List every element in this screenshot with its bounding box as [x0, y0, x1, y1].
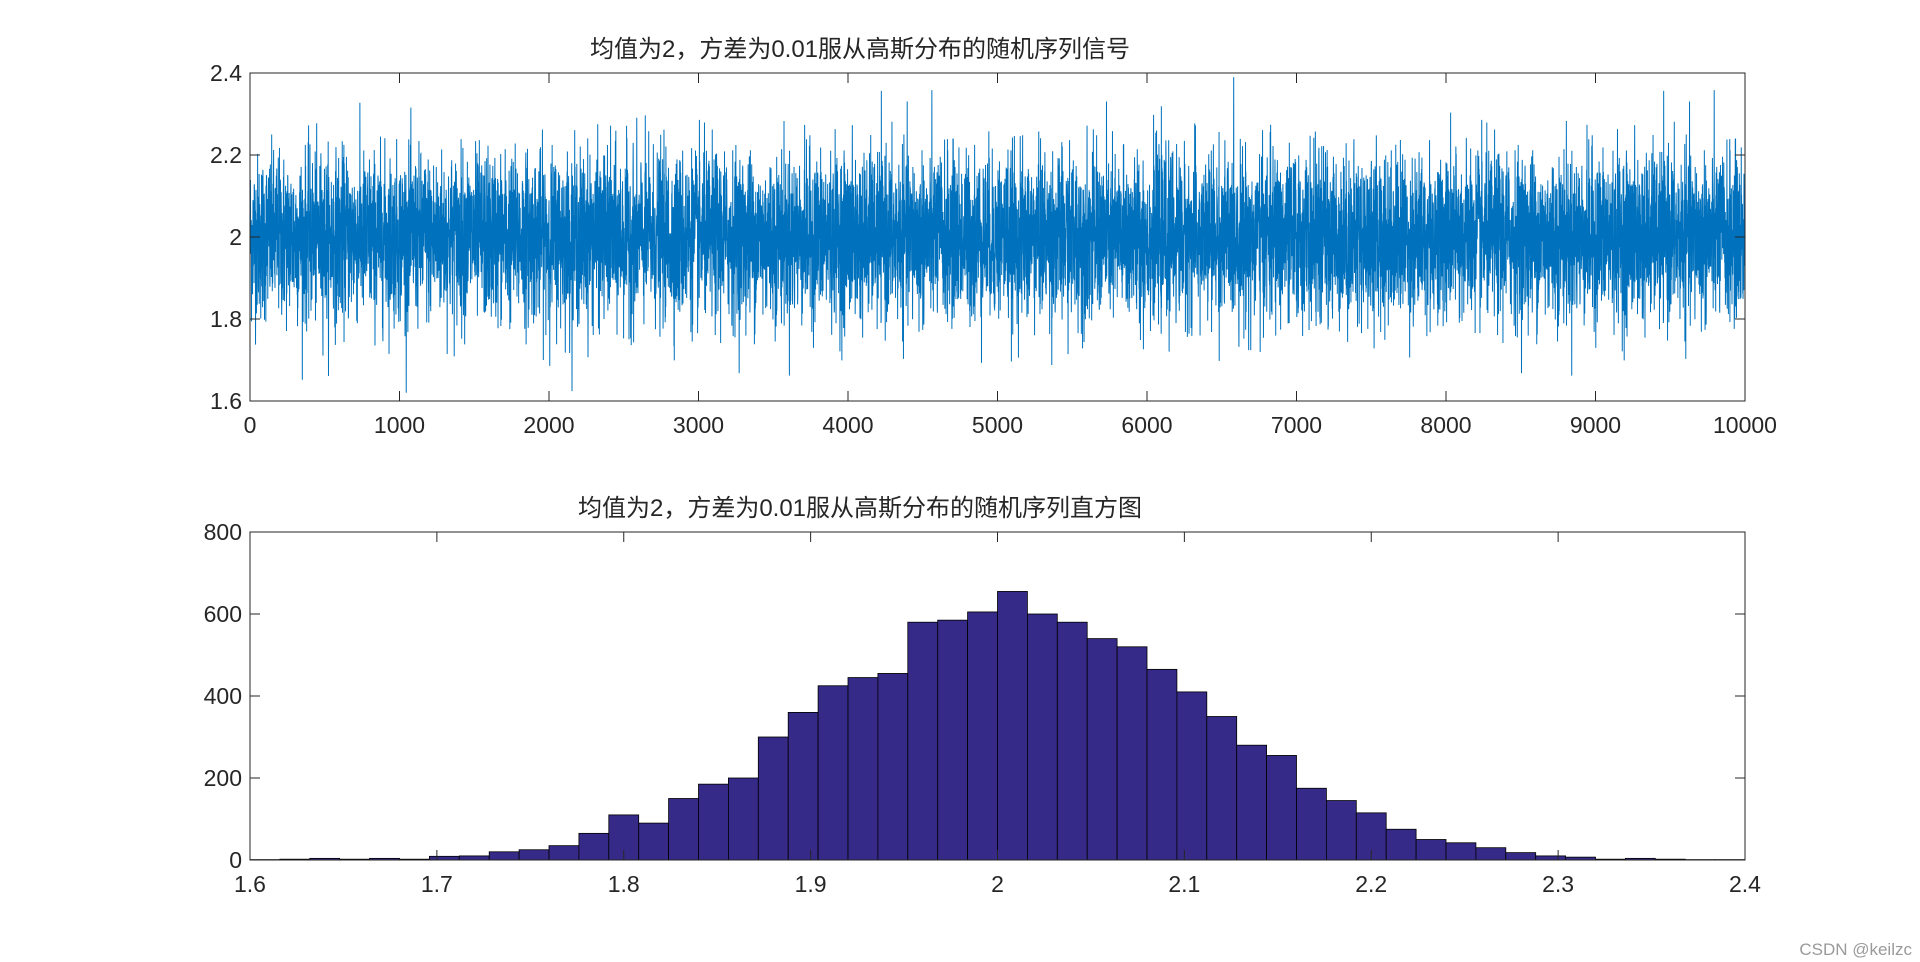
histogram-bar — [728, 777, 759, 861]
x-tick-label: 2.3 — [1542, 871, 1574, 897]
histogram-bar — [997, 591, 1028, 861]
y-tick-label: 600 — [204, 601, 242, 627]
histogram-bar — [458, 855, 490, 861]
x-tick-label: 7000 — [1271, 412, 1322, 438]
histogram-bar — [967, 611, 998, 861]
histogram-bar — [1535, 855, 1566, 861]
y-tick-label: 2.2 — [210, 142, 242, 168]
histogram-bar — [1146, 668, 1178, 861]
histogram-bar — [907, 621, 939, 861]
histogram-bar — [877, 673, 909, 861]
x-tick-label: 2.4 — [1729, 871, 1761, 897]
histogram-bar — [1326, 800, 1357, 861]
y-tick-label: 800 — [204, 519, 242, 545]
histogram-bar — [578, 832, 610, 861]
histogram-bars — [249, 591, 1746, 861]
x-tick-label: 1.7 — [421, 871, 453, 897]
histogram-bar — [1505, 852, 1537, 861]
histogram-plot: 均值为2，方差为0.01服从高斯分布的随机序列直方图 1.6 1.7 1.8 1.9 2… — [204, 495, 1762, 897]
y-tick-label: 1.8 — [210, 306, 242, 332]
histogram-bar — [757, 736, 789, 861]
x-tick-label: 10000 — [1713, 412, 1777, 438]
histogram-bar — [1176, 691, 1208, 861]
signal-series-line — [249, 77, 1746, 393]
histogram-x-axis: 1.6 1.7 1.8 1.9 2 2.1 2.2 2.3 2.4 — [234, 532, 1761, 897]
x-tick-label: 1.9 — [795, 871, 827, 897]
histogram-bar — [1266, 755, 1297, 861]
signal-y-axis: 1.6 1.8 2 2.2 2.4 — [210, 60, 1745, 414]
signal-x-axis: 0 1000 2000 3000 4000 5000 6000 7000 8000 9000 100… — [244, 73, 1777, 438]
histogram-bar — [1027, 613, 1058, 861]
histogram-bar — [428, 855, 460, 861]
histogram-bar — [1206, 716, 1238, 861]
signal-plot-title: 均值为2，方差为0.01服从高斯分布的随机序列信号 — [590, 36, 1130, 63]
x-tick-label: 1000 — [374, 412, 425, 438]
histogram-bar — [1116, 646, 1148, 861]
histogram-bar — [937, 619, 969, 861]
histogram-bar — [638, 822, 670, 861]
signal-plot: 均值为2，方差为0.01服从高斯分布的随机序列信号 0 1000 2000 3000 4… — [210, 36, 1777, 438]
histogram-bar — [1445, 842, 1477, 861]
x-tick-label: 6000 — [1121, 412, 1172, 438]
x-tick-label: 3000 — [673, 412, 724, 438]
histogram-bar — [847, 677, 879, 861]
x-tick-label: 0 — [244, 412, 257, 438]
histogram-bar — [1056, 621, 1088, 861]
histogram-bar — [1385, 828, 1417, 861]
histogram-bar — [518, 849, 550, 861]
histogram-bar — [1296, 787, 1327, 861]
histogram-bar — [488, 851, 520, 861]
y-tick-label: 400 — [204, 683, 242, 709]
x-tick-label: 1.6 — [234, 871, 266, 897]
histogram-bar — [548, 845, 580, 861]
watermark-text: CSDN @keilzc — [1799, 940, 1912, 959]
histogram-bar — [1086, 638, 1118, 861]
x-tick-label: 8000 — [1420, 412, 1471, 438]
x-tick-label: 1.8 — [608, 871, 640, 897]
y-tick-label: 200 — [204, 765, 242, 791]
histogram-bar — [668, 798, 699, 861]
x-tick-label: 2000 — [523, 412, 574, 438]
y-tick-label: 2.4 — [210, 60, 242, 86]
histogram-y-axis: 0 200 400 600 800 — [204, 519, 1745, 873]
histogram-bar — [1236, 744, 1267, 861]
x-tick-label: 4000 — [822, 412, 873, 438]
histogram-bar — [1415, 839, 1447, 861]
x-tick-label: 2.2 — [1355, 871, 1387, 897]
x-tick-label: 2 — [991, 871, 1004, 897]
histogram-plot-title: 均值为2，方差为0.01服从高斯分布的随机序列直方图 — [578, 495, 1142, 522]
y-tick-label: 2 — [229, 224, 242, 250]
histogram-bar — [817, 685, 849, 861]
histogram-bar — [1475, 847, 1507, 861]
x-tick-label: 2.1 — [1168, 871, 1200, 897]
histogram-bar — [698, 783, 729, 861]
y-tick-label: 0 — [229, 847, 242, 873]
y-tick-label: 1.6 — [210, 388, 242, 414]
histogram-bar — [787, 712, 819, 861]
x-tick-label: 9000 — [1570, 412, 1621, 438]
x-tick-label: 5000 — [972, 412, 1023, 438]
